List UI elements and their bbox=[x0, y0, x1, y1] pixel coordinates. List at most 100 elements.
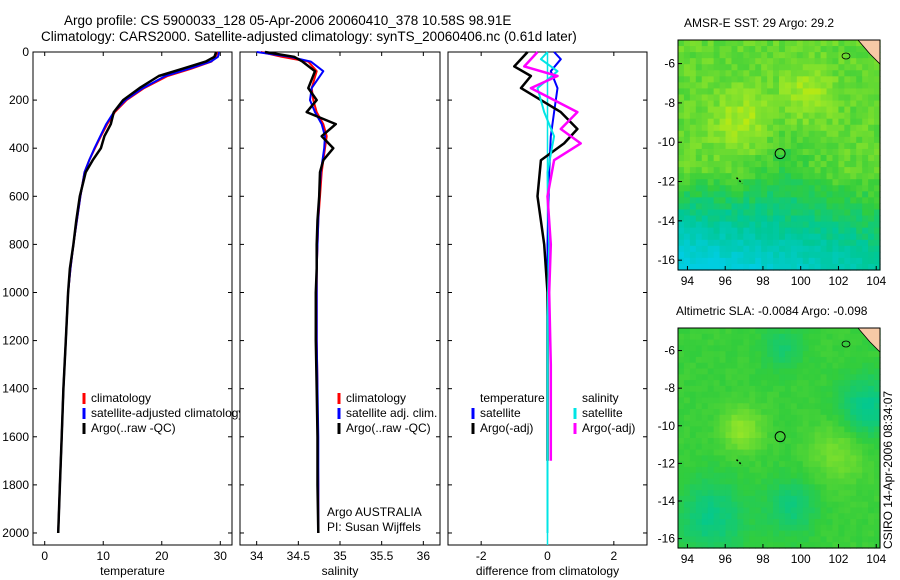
sst-map-cell bbox=[725, 215, 733, 223]
sla-map-cell bbox=[683, 513, 691, 520]
sst-map-cell bbox=[826, 263, 834, 271]
sst-map-cell bbox=[743, 100, 750, 108]
sst-map-cell bbox=[737, 239, 744, 247]
sst-map-cell bbox=[826, 161, 834, 168]
sla-map-cell bbox=[784, 409, 792, 416]
sst-map-cell bbox=[678, 215, 685, 223]
sla-map-cell bbox=[838, 466, 845, 474]
sst-map-cell bbox=[820, 185, 828, 192]
sst-map-cell bbox=[725, 100, 733, 108]
sst-map-cell bbox=[802, 136, 810, 144]
sst-map-cell bbox=[761, 100, 768, 108]
sst-map-cell bbox=[683, 118, 691, 126]
sla-map-cell bbox=[749, 362, 756, 370]
sst-map-cell bbox=[814, 136, 822, 144]
sla-map-cell bbox=[820, 438, 828, 445]
sla-map-cell bbox=[761, 455, 768, 462]
sla-map-cell bbox=[820, 420, 828, 428]
sla-map-cell bbox=[850, 507, 857, 514]
sla-map-cell bbox=[808, 524, 816, 532]
sst-map-cell bbox=[719, 88, 727, 96]
sst-map-cell bbox=[826, 112, 834, 120]
sla-map-cell bbox=[737, 385, 744, 393]
sla-map-cell bbox=[784, 368, 792, 375]
sst-map-cell bbox=[779, 88, 786, 96]
sst-map-cell bbox=[832, 191, 840, 198]
sst-map-cell bbox=[796, 46, 804, 53]
sla-map-cell bbox=[808, 328, 816, 335]
sla-map-cell bbox=[814, 507, 822, 514]
sla-map-cell bbox=[743, 484, 750, 491]
sla-map-cell bbox=[755, 339, 762, 346]
sla-map-cell bbox=[737, 420, 744, 428]
sst-map-cell bbox=[731, 257, 739, 265]
sst-map-cell bbox=[868, 245, 875, 253]
sst-map-cell bbox=[701, 161, 709, 168]
sla-map-cell bbox=[802, 542, 810, 549]
sla-map-cell bbox=[779, 362, 786, 370]
sla-map-cell bbox=[701, 519, 709, 526]
sst-map-cell bbox=[832, 40, 840, 47]
sst-map-cell bbox=[838, 106, 845, 114]
sst-map-cell bbox=[784, 64, 792, 71]
sst-map-cell bbox=[826, 233, 834, 241]
sst-map-cell bbox=[713, 40, 721, 47]
sla-map-cell bbox=[868, 536, 875, 543]
sst-map-cell bbox=[820, 227, 828, 235]
sst-map-cell bbox=[743, 112, 750, 120]
sst-map-cell bbox=[832, 161, 840, 168]
sla-map-cell bbox=[844, 328, 851, 335]
sla-map-cell bbox=[796, 368, 804, 375]
sst-map-cell bbox=[850, 227, 857, 235]
sst-map-cell bbox=[808, 142, 816, 150]
sla-map-cell bbox=[749, 536, 756, 543]
sla-map-cell bbox=[856, 478, 863, 485]
sla-map-cell bbox=[743, 432, 750, 439]
sst-map-cell bbox=[862, 209, 869, 217]
sst-map-cell bbox=[832, 58, 840, 65]
sst-map-cell bbox=[808, 112, 816, 120]
sst-map-cell bbox=[731, 215, 739, 223]
sst-map-cell bbox=[773, 203, 780, 211]
sla-map-cell bbox=[761, 507, 768, 514]
sst-map-cell bbox=[695, 227, 703, 235]
sla-map-cell bbox=[874, 484, 881, 491]
sst-map-cell bbox=[779, 136, 786, 144]
sla-map-cell bbox=[826, 438, 834, 445]
sst-map-cell bbox=[719, 76, 727, 83]
sla-map-cell bbox=[725, 380, 733, 387]
sst-map-cell bbox=[808, 64, 816, 71]
sla-map-cell bbox=[820, 449, 828, 456]
sla-map-cell bbox=[713, 374, 721, 381]
sla-map-cell bbox=[767, 443, 774, 451]
sla-map-cell bbox=[725, 478, 733, 485]
sst-map-cell bbox=[683, 142, 691, 150]
sst-map-cell bbox=[874, 100, 881, 108]
sla-map-cell bbox=[713, 472, 721, 480]
sla-map-cell bbox=[820, 466, 828, 474]
sst-map-cell bbox=[749, 58, 756, 65]
sst-map-cell bbox=[796, 209, 804, 217]
sst-map-cell bbox=[743, 161, 750, 168]
sst-map-cell bbox=[713, 46, 721, 53]
sst-map-cell bbox=[814, 100, 822, 108]
sst-map-cell bbox=[844, 167, 851, 174]
sla-map-cell bbox=[761, 461, 768, 468]
sst-map-cell bbox=[737, 251, 744, 259]
sst-map-cell bbox=[844, 88, 851, 96]
sst-map-cell bbox=[678, 197, 685, 205]
sst-map-cell bbox=[856, 106, 863, 114]
sla-map-cell bbox=[820, 356, 828, 364]
sla-map-cell bbox=[779, 495, 786, 503]
sst-map-cell bbox=[761, 76, 768, 83]
sla-map-cell bbox=[802, 495, 810, 503]
sst-map-cell bbox=[874, 70, 881, 77]
sla-map-cell bbox=[820, 530, 828, 538]
sst-map-cell bbox=[868, 148, 875, 156]
sla-map-cell bbox=[844, 356, 851, 364]
sst-map-cell bbox=[802, 191, 810, 198]
sla-map-cell bbox=[838, 449, 845, 456]
sst-map-cell bbox=[755, 251, 762, 259]
sst-map-cell bbox=[784, 88, 792, 96]
sla-map-cell bbox=[719, 368, 727, 375]
